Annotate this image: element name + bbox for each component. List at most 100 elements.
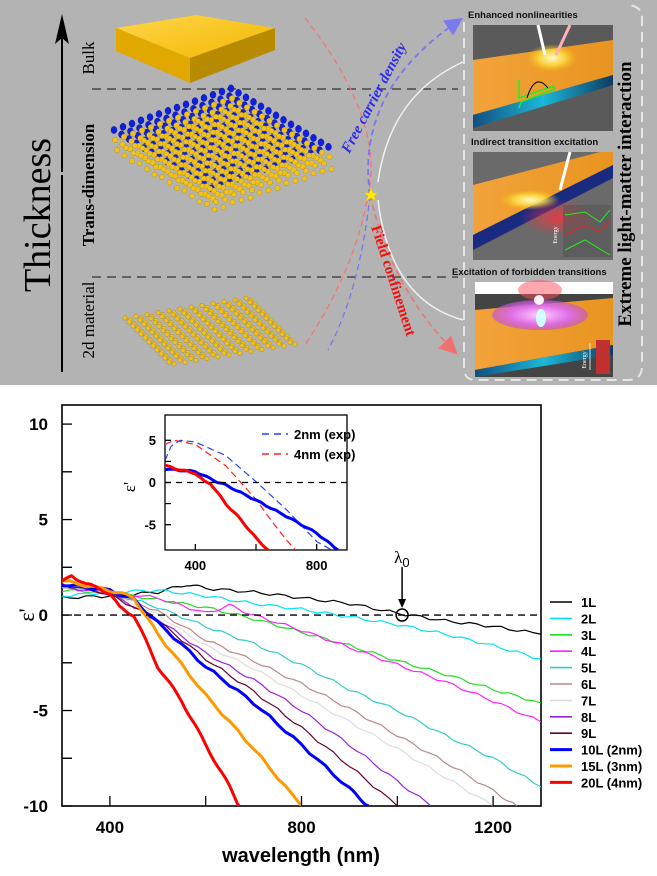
lattice-atom-gold bbox=[220, 116, 227, 123]
lattice-atom-gold bbox=[265, 143, 272, 150]
lattice-atom-gold bbox=[246, 337, 252, 342]
lattice-atom-gold bbox=[182, 359, 188, 365]
lattice-atom-gold bbox=[217, 175, 224, 182]
lattice-atom-gold bbox=[310, 170, 317, 177]
lattice-atom-gold bbox=[255, 156, 261, 162]
lattice-atom-gold bbox=[213, 342, 219, 348]
series-line-10l-2nm- bbox=[62, 583, 370, 806]
lattice-atom-gold bbox=[158, 351, 164, 357]
lattice-atom-gold bbox=[297, 154, 303, 161]
thickness-axis: Thickness bbox=[17, 14, 69, 372]
lattice-atom-gold bbox=[192, 177, 198, 184]
lattice-atom-gold bbox=[136, 160, 143, 167]
y-tick-label: -5 bbox=[33, 702, 48, 721]
lattice-atom-blue bbox=[235, 89, 242, 97]
lattice-atom-gold bbox=[185, 314, 191, 320]
lattice-atom-gold bbox=[153, 163, 159, 170]
lattice-atom-blue bbox=[265, 107, 272, 115]
lattice-atom-gold bbox=[191, 346, 197, 351]
lattice-atom-gold bbox=[210, 101, 217, 108]
lattice-atom-gold bbox=[199, 354, 205, 359]
lattice-atom-gold bbox=[126, 319, 132, 325]
lattice-atom-gold bbox=[180, 154, 186, 160]
lattice-atom-blue bbox=[200, 94, 208, 102]
lattice-atom-gold bbox=[128, 138, 135, 145]
lattice-atom-gold bbox=[134, 327, 140, 333]
lattice-atom-gold bbox=[138, 152, 144, 159]
inset-legend-item: 4nm (exp) bbox=[262, 447, 355, 462]
lattice-atom-gold bbox=[166, 308, 172, 314]
lattice-atom-gold bbox=[304, 160, 311, 166]
lattice-atom-gold bbox=[304, 140, 311, 147]
lattice-atom-gold bbox=[254, 345, 260, 350]
lattice-atom-blue bbox=[155, 110, 163, 118]
lattice-atom-gold bbox=[267, 179, 273, 186]
lattice-atom-gold bbox=[222, 313, 228, 318]
lattice-atom-blue bbox=[287, 120, 295, 129]
lattice-atom-gold bbox=[214, 305, 220, 310]
lattice-atom-gold bbox=[184, 172, 191, 178]
lattice-atom-blue bbox=[242, 93, 250, 102]
lattice-atom-gold bbox=[147, 150, 153, 157]
lattice-atom-gold bbox=[224, 340, 230, 346]
lattice-atom-gold bbox=[205, 334, 211, 340]
lattice-atom-gold bbox=[204, 320, 210, 326]
lattice-atom-gold bbox=[155, 310, 161, 315]
lattice-atom-gold bbox=[210, 352, 216, 358]
lattice-atom-gold bbox=[264, 329, 270, 335]
lattice-atom-gold bbox=[154, 347, 160, 353]
lattice-atom-gold bbox=[214, 191, 221, 197]
lattice-atom-gold bbox=[159, 314, 165, 319]
lattice-atom-gold bbox=[193, 322, 199, 328]
legend-label: 3L bbox=[581, 628, 596, 643]
lattice-atom-gold bbox=[196, 154, 203, 161]
lattice-atom-gold bbox=[274, 141, 281, 147]
crossing-star-icon bbox=[363, 187, 379, 202]
field-confinement-arrow bbox=[369, 194, 458, 355]
lattice-atom-gold bbox=[249, 187, 255, 193]
panels-frame bbox=[463, 4, 643, 381]
lattice-atom-gold bbox=[242, 333, 248, 338]
lattice-atom-gold bbox=[165, 117, 172, 124]
lattice-atom-gold bbox=[259, 347, 265, 352]
lattice-atom-gold bbox=[173, 122, 180, 129]
lattice-atom-gold bbox=[231, 150, 237, 157]
lattice-atom-gold bbox=[234, 176, 240, 182]
lattice-atom-gold bbox=[165, 345, 171, 351]
lattice-atom-gold bbox=[280, 154, 287, 161]
lattice-atom-gold bbox=[207, 310, 213, 316]
lattice-atom-gold bbox=[199, 302, 205, 308]
lattice-atom-gold bbox=[266, 117, 273, 124]
lattice-atom-gold bbox=[279, 331, 285, 337]
lattice-atom-gold bbox=[270, 345, 276, 351]
lambda0-subscript: 0 bbox=[402, 555, 409, 570]
lattice-atom-gold bbox=[163, 151, 170, 157]
lattice-atom-gold bbox=[195, 118, 201, 124]
lattice-atom-gold bbox=[160, 166, 167, 173]
lattice-atom-gold bbox=[238, 329, 244, 334]
lattice-atom-gold bbox=[172, 148, 179, 155]
lattice-atom-gold bbox=[291, 141, 297, 148]
lattice-atom-gold bbox=[111, 136, 118, 143]
lattice-atom-gold bbox=[236, 99, 243, 106]
lattice-atom-gold bbox=[244, 309, 250, 315]
series-line-2nm-calc- bbox=[165, 467, 339, 550]
lattice-atom-gold bbox=[123, 144, 129, 151]
lattice-atom-gold bbox=[170, 312, 176, 318]
lattice-atom-gold bbox=[210, 170, 216, 176]
lattice-atom-gold bbox=[256, 321, 262, 327]
lattice-atom-gold bbox=[268, 172, 275, 178]
lattice-atom-gold bbox=[155, 128, 162, 135]
y-tick-label: 0 bbox=[39, 606, 48, 625]
lattice-atom-gold bbox=[121, 152, 128, 159]
lattice-atom-gold bbox=[142, 335, 148, 341]
lattice-atom-gold bbox=[301, 175, 308, 182]
free-carrier-density-curve-lower bbox=[327, 194, 371, 351]
lattice-atom-gold bbox=[211, 162, 218, 169]
lattice-atom-gold bbox=[208, 324, 214, 330]
lattice-atom-gold bbox=[311, 144, 318, 151]
lattice-atom-gold bbox=[240, 305, 246, 311]
lattice-atom-gold bbox=[160, 327, 166, 333]
lattice-atom-gold bbox=[129, 130, 136, 137]
lattice-atom-gold bbox=[238, 153, 245, 159]
